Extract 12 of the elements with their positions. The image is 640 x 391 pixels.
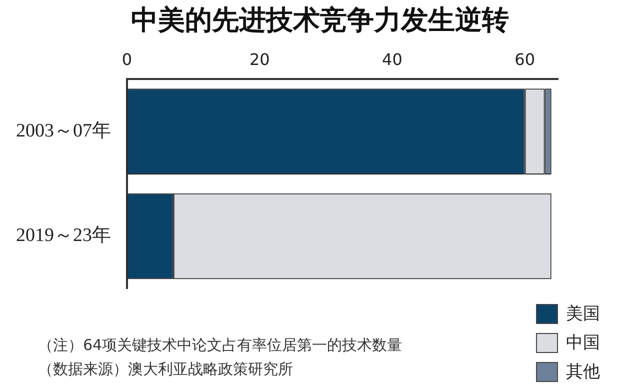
legend-label: 其他 <box>566 361 600 383</box>
x-tick-label: 0 <box>122 50 132 69</box>
x-tick-label: 40 <box>382 50 402 69</box>
x-tick-label: 60 <box>514 50 536 69</box>
chart-title: 中美的先进技术竞争力发生逆转 <box>130 4 510 38</box>
text: （注）64项关键技术中论文占有率位居第一的技术数量 <box>38 336 402 355</box>
legend-label: 中国 <box>566 332 600 354</box>
y-tick-label: 2003～07年 <box>16 120 111 142</box>
x-tick-label: 20 <box>249 50 270 69</box>
text: （数据来源）澳大利亚战略政策研究所 <box>38 360 293 379</box>
text: 美国 <box>566 303 600 325</box>
y-tick-label: 2019～23年 <box>16 225 111 246</box>
